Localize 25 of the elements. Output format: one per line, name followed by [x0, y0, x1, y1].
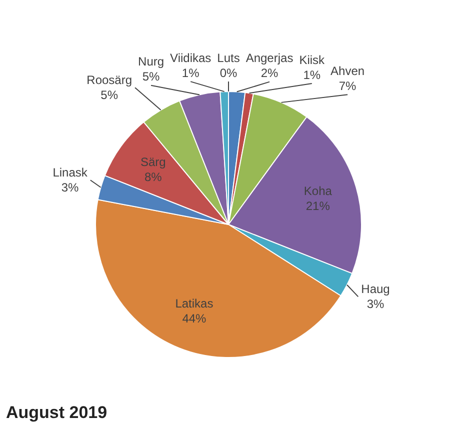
slice-label: Viidikas [170, 50, 212, 65]
slice-label: Angerjas [246, 51, 294, 66]
data-label: 1% [182, 66, 200, 80]
category-label: Luts [217, 50, 240, 65]
data-label: 1% [303, 68, 321, 82]
slice-label: Roosärg [86, 72, 132, 87]
slice-label: Latikas [175, 296, 214, 310]
slice-label: Haug [361, 282, 390, 296]
data-label: 5% [100, 88, 118, 102]
slice-label: Kiisk [299, 52, 326, 67]
slice-label: Koha [304, 184, 332, 198]
data-label: 3% [366, 296, 385, 311]
text: 0% [220, 66, 238, 80]
data-label: 2% [260, 66, 279, 80]
data-label: 5% [142, 70, 160, 84]
slice-label: Linask [52, 165, 88, 180]
slice-label: Särg [140, 155, 166, 170]
data-label: 44% [182, 311, 207, 326]
data-label: 3% [61, 180, 80, 194]
text: August 2019 [6, 403, 108, 423]
slice-label: Ahven [330, 64, 365, 78]
data-label: 8% [144, 170, 162, 184]
data-label: 7% [338, 78, 357, 93]
data-label: 21% [306, 198, 330, 213]
slice-label: Nurg [138, 54, 164, 69]
